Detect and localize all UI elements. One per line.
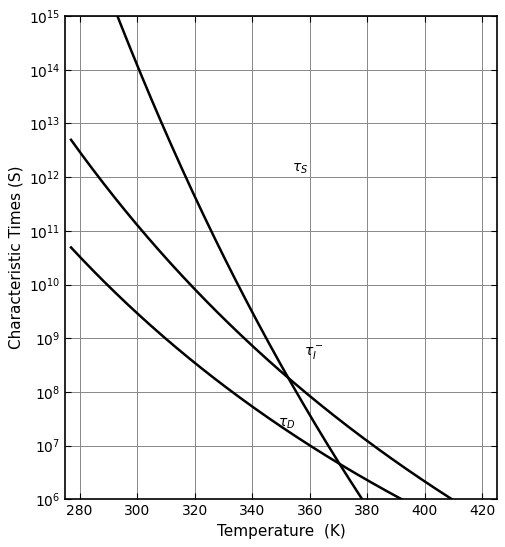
- X-axis label: Temperature  (K): Temperature (K): [217, 523, 345, 539]
- Text: $\tau_D$: $\tau_D$: [278, 417, 295, 431]
- Text: $\tau_S$: $\tau_S$: [292, 162, 309, 176]
- Text: $\tau^-_I$: $\tau^-_I$: [304, 345, 324, 362]
- Y-axis label: Characteristic Times (S): Characteristic Times (S): [9, 166, 23, 350]
